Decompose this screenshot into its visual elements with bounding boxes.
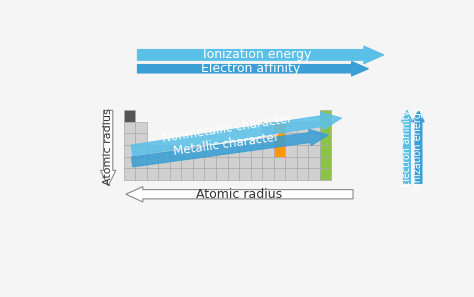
Bar: [170, 145, 182, 157]
Bar: [320, 157, 331, 168]
Bar: [285, 157, 297, 168]
Bar: [182, 168, 193, 180]
Bar: [135, 133, 146, 145]
Bar: [146, 168, 158, 180]
Bar: [124, 168, 135, 180]
Bar: [297, 145, 309, 157]
Text: Electron affinity: Electron affinity: [402, 110, 412, 187]
Text: Electron affinity: Electron affinity: [201, 62, 300, 75]
Bar: [320, 110, 331, 122]
Bar: [273, 168, 285, 180]
Bar: [297, 122, 309, 133]
Bar: [309, 145, 320, 157]
Text: Ionization energy: Ionization energy: [413, 107, 423, 191]
Bar: [228, 157, 239, 168]
Bar: [124, 110, 135, 122]
Bar: [135, 157, 146, 168]
Bar: [320, 145, 331, 157]
Bar: [216, 168, 228, 180]
Bar: [297, 157, 309, 168]
Bar: [273, 122, 285, 133]
Bar: [239, 145, 251, 157]
Text: Atomic radius: Atomic radius: [196, 188, 282, 201]
Bar: [216, 145, 228, 157]
Bar: [320, 168, 331, 180]
Bar: [170, 168, 182, 180]
Bar: [273, 157, 285, 168]
Bar: [285, 145, 297, 157]
Bar: [262, 157, 273, 168]
Text: Ionization energy: Ionization energy: [202, 48, 311, 61]
Bar: [309, 122, 320, 133]
Bar: [309, 133, 320, 145]
Bar: [285, 122, 297, 133]
Bar: [320, 133, 331, 145]
Bar: [193, 145, 204, 157]
Bar: [135, 168, 146, 180]
Bar: [273, 145, 285, 157]
Bar: [204, 145, 216, 157]
Bar: [124, 157, 135, 168]
Bar: [170, 157, 182, 168]
Text: Metallic character: Metallic character: [173, 131, 280, 158]
Text: Nonmetallic character: Nonmetallic character: [162, 112, 293, 145]
Bar: [273, 133, 285, 145]
Bar: [124, 122, 135, 133]
Bar: [320, 122, 331, 133]
FancyArrow shape: [413, 110, 424, 184]
Bar: [239, 157, 251, 168]
Bar: [182, 145, 193, 157]
FancyArrow shape: [126, 187, 353, 202]
Bar: [285, 133, 297, 145]
Bar: [251, 145, 262, 157]
Text: Atomic radius: Atomic radius: [103, 108, 113, 185]
Bar: [124, 145, 135, 157]
Bar: [239, 168, 251, 180]
FancyArrow shape: [137, 61, 368, 76]
Bar: [204, 157, 216, 168]
Bar: [216, 157, 228, 168]
Bar: [262, 133, 273, 145]
Bar: [297, 133, 309, 145]
FancyArrow shape: [131, 112, 341, 156]
Bar: [228, 168, 239, 180]
Bar: [262, 168, 273, 180]
Bar: [158, 157, 170, 168]
Bar: [182, 157, 193, 168]
FancyArrow shape: [137, 46, 384, 64]
Bar: [146, 157, 158, 168]
Bar: [146, 145, 158, 157]
Bar: [124, 133, 135, 145]
Bar: [228, 145, 239, 157]
FancyArrow shape: [100, 110, 116, 186]
Bar: [262, 122, 273, 133]
Bar: [262, 145, 273, 157]
Bar: [193, 168, 204, 180]
Bar: [297, 168, 309, 180]
Bar: [204, 168, 216, 180]
Bar: [135, 145, 146, 157]
Bar: [251, 157, 262, 168]
Bar: [285, 168, 297, 180]
FancyArrow shape: [131, 129, 328, 167]
Bar: [158, 145, 170, 157]
Bar: [251, 168, 262, 180]
Bar: [135, 122, 146, 133]
Bar: [309, 157, 320, 168]
FancyArrow shape: [401, 110, 413, 184]
Bar: [309, 168, 320, 180]
Bar: [193, 157, 204, 168]
Bar: [158, 168, 170, 180]
